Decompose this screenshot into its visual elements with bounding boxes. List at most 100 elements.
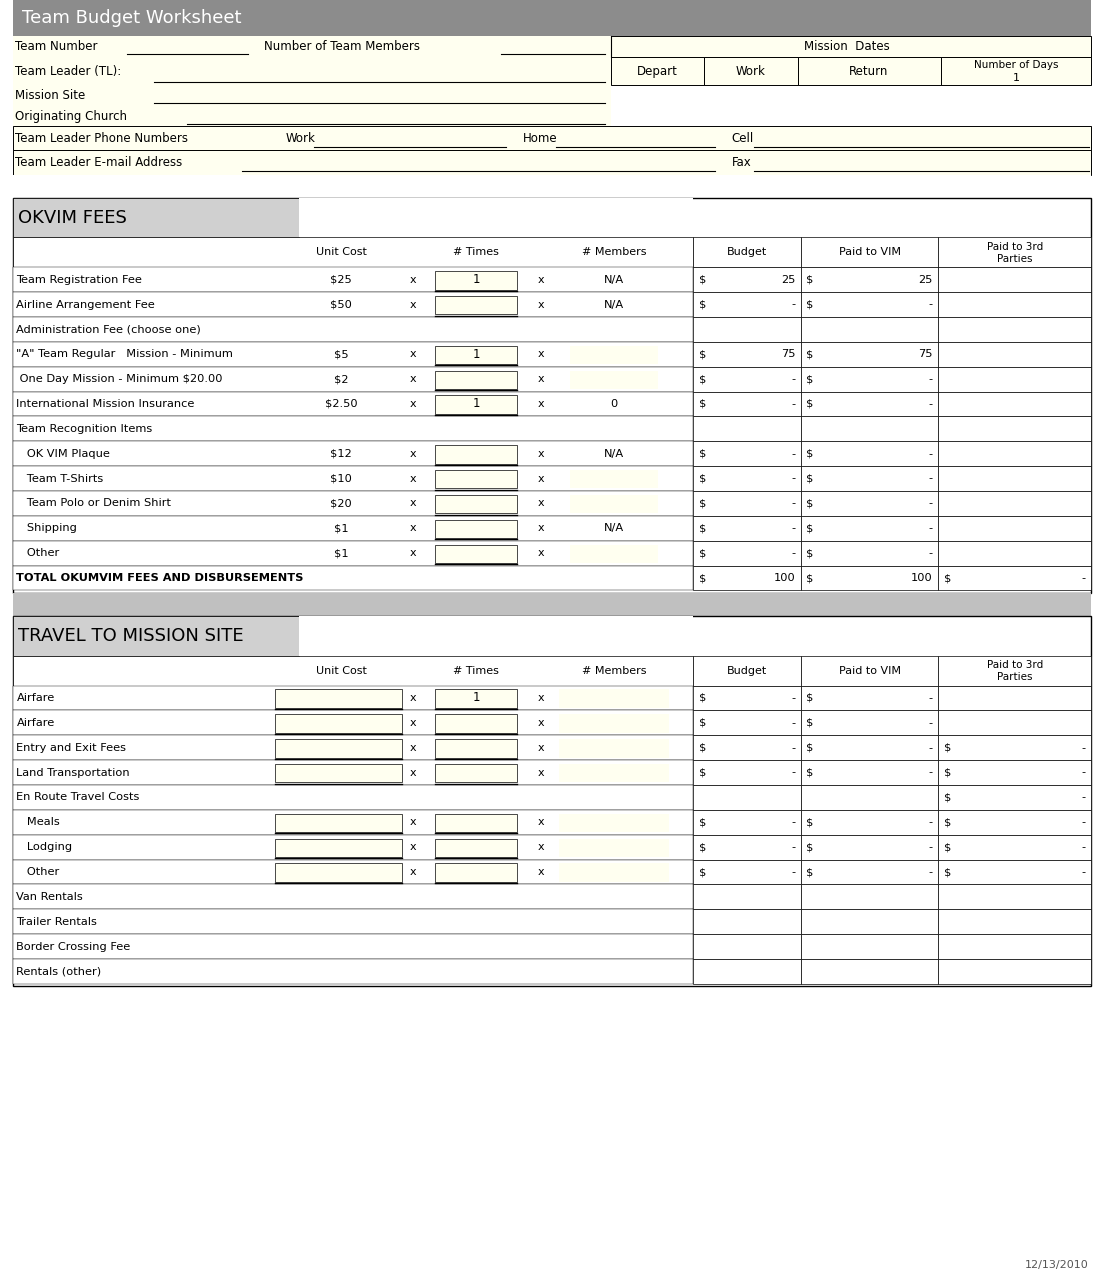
Bar xyxy=(13,417,693,441)
Bar xyxy=(434,445,517,464)
Bar xyxy=(13,106,611,126)
Bar xyxy=(938,710,1091,736)
Text: -: - xyxy=(791,817,795,827)
Text: -: - xyxy=(1081,843,1086,852)
Text: Lodging: Lodging xyxy=(16,843,73,852)
Bar xyxy=(13,710,693,736)
Text: $: $ xyxy=(698,399,706,409)
Text: # Times: # Times xyxy=(453,247,499,258)
Bar xyxy=(693,810,801,835)
Bar xyxy=(13,36,1091,57)
Bar xyxy=(434,863,517,882)
Bar xyxy=(559,764,669,783)
Bar xyxy=(693,736,801,760)
Text: x: x xyxy=(409,843,416,852)
Text: Fax: Fax xyxy=(732,156,751,170)
Bar xyxy=(938,441,1091,467)
Text: -: - xyxy=(1081,572,1086,583)
Text: x: x xyxy=(409,374,416,384)
Bar xyxy=(801,367,938,391)
Text: x: x xyxy=(538,499,544,509)
Bar xyxy=(13,516,693,541)
Bar xyxy=(559,690,669,708)
Text: $2.50: $2.50 xyxy=(324,399,358,409)
Text: International Mission Insurance: International Mission Insurance xyxy=(16,399,195,409)
Text: $: $ xyxy=(806,349,814,360)
Text: Mission Site: Mission Site xyxy=(15,89,86,102)
Text: $: $ xyxy=(944,793,952,802)
Bar xyxy=(275,740,402,757)
Text: $: $ xyxy=(806,694,814,703)
Bar xyxy=(434,470,517,488)
Bar xyxy=(938,391,1091,417)
Text: Other: Other xyxy=(16,867,59,877)
Bar xyxy=(801,810,938,835)
Text: -: - xyxy=(928,473,933,483)
Text: Team Leader E-mail Address: Team Leader E-mail Address xyxy=(15,156,183,170)
Text: $: $ xyxy=(806,548,814,558)
Bar xyxy=(13,935,693,959)
Bar xyxy=(938,541,1091,566)
Text: x: x xyxy=(409,300,416,310)
Text: x: x xyxy=(409,867,416,877)
Bar xyxy=(13,959,693,984)
Text: x: x xyxy=(538,399,544,409)
Bar xyxy=(299,198,693,237)
Text: -: - xyxy=(928,499,933,509)
Bar xyxy=(434,839,517,857)
Text: -: - xyxy=(791,499,795,509)
Bar xyxy=(13,0,1091,36)
Text: -: - xyxy=(928,817,933,827)
Text: $: $ xyxy=(944,768,952,778)
Text: One Day Mission - Minimum $20.00: One Day Mission - Minimum $20.00 xyxy=(16,374,223,384)
Text: Originating Church: Originating Church xyxy=(15,110,128,122)
Bar xyxy=(434,346,517,365)
Text: $: $ xyxy=(698,843,706,852)
Text: $: $ xyxy=(698,548,706,558)
Bar xyxy=(434,714,517,733)
Bar xyxy=(13,391,693,417)
Text: $: $ xyxy=(806,843,814,852)
Text: Team Registration Fee: Team Registration Fee xyxy=(16,274,142,284)
Bar xyxy=(434,272,517,289)
Bar xyxy=(13,126,1091,150)
Text: Depart: Depart xyxy=(637,65,678,78)
Text: $: $ xyxy=(806,768,814,778)
Text: Number of Team Members: Number of Team Members xyxy=(264,40,420,54)
Bar xyxy=(693,935,801,959)
Bar xyxy=(13,237,693,268)
Bar xyxy=(801,736,938,760)
Text: # Members: # Members xyxy=(582,247,646,258)
Text: x: x xyxy=(538,817,544,827)
Bar xyxy=(13,175,1091,198)
Bar xyxy=(801,391,938,417)
Text: N/A: N/A xyxy=(604,274,624,284)
Text: x: x xyxy=(409,349,416,360)
Bar xyxy=(938,655,1091,686)
Bar xyxy=(801,655,938,686)
Text: Border Crossing Fee: Border Crossing Fee xyxy=(16,942,131,951)
Text: $: $ xyxy=(806,473,814,483)
Text: Return: Return xyxy=(849,65,889,78)
Text: $: $ xyxy=(806,449,814,459)
Text: N/A: N/A xyxy=(604,300,624,310)
Bar xyxy=(801,909,938,935)
Bar xyxy=(938,736,1091,760)
Bar xyxy=(434,395,517,414)
Bar xyxy=(693,268,801,292)
Text: Paid to VIM: Paid to VIM xyxy=(838,247,901,258)
Bar xyxy=(938,417,1091,441)
Text: Work: Work xyxy=(736,65,766,78)
Text: N/A: N/A xyxy=(604,449,624,459)
Text: x: x xyxy=(409,548,416,558)
Text: Other: Other xyxy=(16,548,59,558)
Bar xyxy=(693,417,801,441)
Text: Parties: Parties xyxy=(997,254,1033,264)
Bar xyxy=(693,491,801,516)
Bar xyxy=(13,85,611,106)
Bar xyxy=(434,764,517,783)
Bar xyxy=(13,810,693,835)
Text: $5: $5 xyxy=(333,349,349,360)
Bar xyxy=(801,441,938,467)
Bar xyxy=(434,813,517,833)
